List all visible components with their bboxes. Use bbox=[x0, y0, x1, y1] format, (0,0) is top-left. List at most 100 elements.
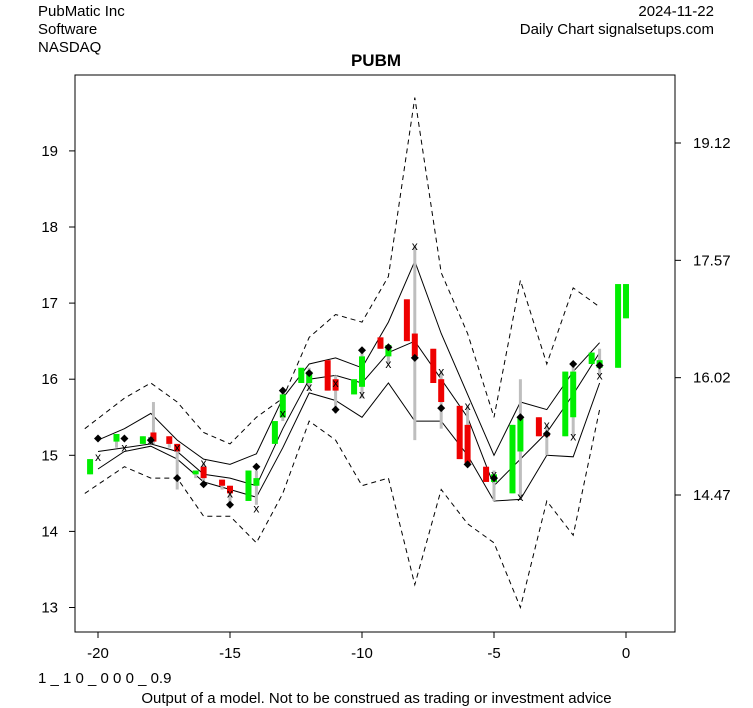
x-marker: x bbox=[412, 239, 418, 253]
diamond-marker bbox=[542, 429, 551, 438]
candle-body bbox=[403, 299, 410, 342]
candle-body bbox=[332, 379, 339, 391]
x-tick-label: -10 bbox=[351, 645, 373, 662]
x-marker: x bbox=[174, 441, 180, 455]
y-tick-label-right: 16.02 bbox=[693, 370, 731, 387]
candle-body bbox=[298, 367, 305, 384]
candle-body bbox=[483, 466, 490, 482]
candle-body bbox=[509, 424, 516, 494]
diamond-marker bbox=[331, 405, 340, 414]
candle-body bbox=[192, 470, 199, 475]
diamond-marker bbox=[490, 474, 498, 483]
y-tick-label-right: 17.57 bbox=[693, 252, 731, 269]
candle-body bbox=[438, 379, 445, 403]
model-code: 1 _ 1 0 _ 0 0 0 _ 0.9 bbox=[38, 670, 172, 687]
candle-body bbox=[139, 436, 146, 444]
candle-body bbox=[464, 424, 471, 463]
sector-label: Software bbox=[38, 21, 98, 38]
candle-body bbox=[588, 352, 595, 364]
x-marker: x bbox=[121, 441, 127, 455]
y-tick-label-left: 13 bbox=[41, 600, 58, 617]
candle-body bbox=[377, 337, 384, 349]
source-label: Daily Chart signalsetups.com bbox=[519, 21, 714, 38]
x-marker: x bbox=[333, 376, 339, 390]
diamond-marker bbox=[226, 500, 234, 509]
middle-band-line bbox=[97, 340, 601, 487]
upper-dashed-band bbox=[84, 97, 600, 445]
x-marker: x bbox=[280, 406, 286, 420]
y-tick-label-left: 15 bbox=[41, 447, 58, 464]
x-tick-label: -20 bbox=[87, 645, 109, 662]
diamond-marker bbox=[94, 434, 102, 443]
diamond-marker bbox=[146, 436, 155, 445]
candle-body bbox=[570, 371, 577, 418]
x-marker: x bbox=[201, 456, 207, 470]
x-marker: x bbox=[517, 490, 523, 504]
x-marker: x bbox=[465, 399, 471, 413]
x-marker: x bbox=[306, 380, 312, 394]
diamond-marker bbox=[278, 386, 287, 395]
plot-frame bbox=[74, 74, 676, 633]
x-marker: x bbox=[438, 365, 444, 379]
disclaimer: Output of a model. Not to be construed a… bbox=[141, 690, 612, 707]
candle-body bbox=[351, 379, 358, 395]
diamond-marker bbox=[384, 343, 393, 352]
candle-body bbox=[87, 459, 94, 475]
candle-body bbox=[253, 478, 260, 486]
y-tick-label-right: 19.12 bbox=[693, 135, 731, 152]
candle-body bbox=[623, 284, 629, 319]
diamond-marker bbox=[120, 434, 129, 443]
diamond-marker bbox=[410, 353, 419, 362]
x-tick-label: -15 bbox=[219, 645, 241, 662]
x-tick-label: 0 bbox=[622, 645, 630, 662]
candle-body bbox=[279, 394, 286, 418]
diamond-marker bbox=[516, 413, 525, 422]
x-marker: x bbox=[544, 418, 550, 432]
candle-body bbox=[615, 284, 622, 368]
candle-body bbox=[113, 433, 120, 442]
candle-body bbox=[166, 436, 173, 444]
candle-body bbox=[562, 371, 569, 437]
x-marker: x bbox=[95, 450, 101, 464]
y-tick-label-right: 14.47 bbox=[693, 487, 731, 504]
candle-body bbox=[306, 371, 313, 384]
candle-body bbox=[245, 470, 252, 501]
diamond-marker bbox=[173, 474, 182, 483]
diamond-marker bbox=[463, 460, 472, 469]
diamond-marker bbox=[199, 480, 208, 489]
diamond-marker bbox=[305, 369, 314, 378]
x-marker: x bbox=[227, 486, 233, 500]
y-tick-label-left: 19 bbox=[41, 143, 58, 160]
candle-body bbox=[219, 479, 226, 486]
candle-body bbox=[430, 348, 437, 384]
candle-body bbox=[517, 417, 524, 452]
diamond-marker bbox=[437, 404, 446, 413]
upper-band-line bbox=[97, 259, 600, 465]
diamond-marker bbox=[252, 462, 261, 471]
lower-dashed-band bbox=[84, 409, 601, 610]
x-marker: x bbox=[385, 357, 391, 371]
candle-body bbox=[535, 417, 542, 437]
y-tick-label-left: 18 bbox=[41, 219, 58, 236]
x-marker: x bbox=[570, 429, 576, 443]
candle-body bbox=[174, 443, 181, 452]
candle-body bbox=[359, 356, 365, 387]
candle-body bbox=[150, 432, 157, 442]
diamond-marker bbox=[358, 346, 366, 355]
x-marker: x bbox=[597, 368, 603, 382]
candle-body bbox=[456, 405, 463, 460]
diamond-marker bbox=[569, 359, 578, 368]
candle-body bbox=[324, 360, 331, 391]
candle-body bbox=[200, 466, 207, 479]
diamond-marker bbox=[595, 361, 604, 370]
exchange-label: NASDAQ bbox=[38, 39, 102, 56]
y-tick-label-left: 16 bbox=[41, 371, 58, 388]
lower-band-line bbox=[97, 382, 601, 502]
candle-body bbox=[227, 485, 233, 494]
candle-body bbox=[411, 333, 418, 357]
x-tick-label: -5 bbox=[487, 645, 500, 662]
chart-date: 2024-11-22 bbox=[638, 3, 714, 20]
y-tick-label-left: 17 bbox=[41, 295, 58, 312]
candle-body bbox=[271, 421, 278, 444]
